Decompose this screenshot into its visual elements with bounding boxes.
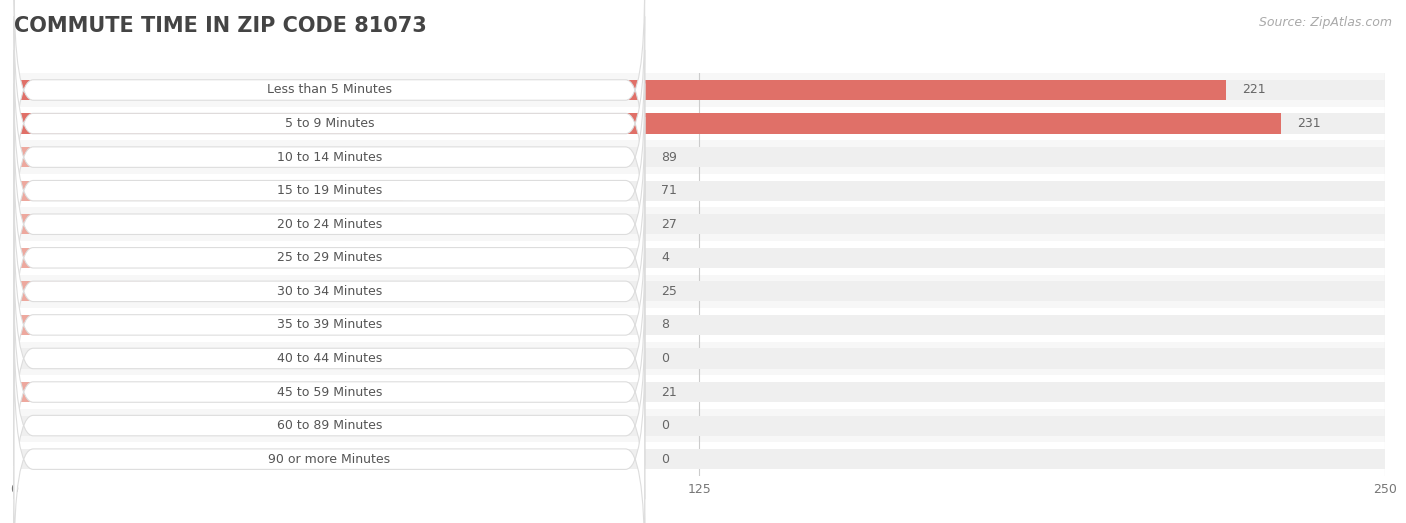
FancyBboxPatch shape xyxy=(14,352,645,523)
Bar xyxy=(14,80,1385,100)
Bar xyxy=(14,315,1385,335)
Text: 15 to 19 Minutes: 15 to 19 Minutes xyxy=(277,184,382,197)
Bar xyxy=(14,113,1385,134)
Text: 90 or more Minutes: 90 or more Minutes xyxy=(269,452,391,465)
Bar xyxy=(14,248,1385,268)
Text: 71: 71 xyxy=(661,184,676,197)
Bar xyxy=(14,281,1385,301)
Text: 0: 0 xyxy=(661,452,669,465)
FancyBboxPatch shape xyxy=(14,151,645,365)
Bar xyxy=(14,248,37,268)
Bar xyxy=(14,147,502,167)
Bar xyxy=(14,342,1385,376)
Bar xyxy=(14,382,129,402)
Text: 45 to 59 Minutes: 45 to 59 Minutes xyxy=(277,385,382,399)
Bar xyxy=(14,113,1281,134)
FancyBboxPatch shape xyxy=(14,117,645,332)
Bar xyxy=(14,80,1226,100)
Text: 27: 27 xyxy=(661,218,676,231)
Bar xyxy=(14,73,1385,107)
Bar xyxy=(14,214,1385,234)
Text: 40 to 44 Minutes: 40 to 44 Minutes xyxy=(277,352,382,365)
Bar xyxy=(14,308,1385,342)
Bar xyxy=(14,208,1385,241)
Bar xyxy=(14,409,1385,442)
Bar xyxy=(14,107,1385,140)
FancyBboxPatch shape xyxy=(14,218,645,432)
Bar xyxy=(14,275,1385,308)
FancyBboxPatch shape xyxy=(14,50,645,264)
Bar xyxy=(14,442,1385,476)
Bar xyxy=(14,376,1385,409)
Text: Source: ZipAtlas.com: Source: ZipAtlas.com xyxy=(1258,16,1392,29)
Text: 89: 89 xyxy=(661,151,676,164)
Text: 20 to 24 Minutes: 20 to 24 Minutes xyxy=(277,218,382,231)
Text: 5 to 9 Minutes: 5 to 9 Minutes xyxy=(284,117,374,130)
Bar xyxy=(14,241,1385,275)
Text: 4: 4 xyxy=(661,251,669,264)
Text: 30 to 34 Minutes: 30 to 34 Minutes xyxy=(277,285,382,298)
Bar xyxy=(14,348,1385,369)
Text: Less than 5 Minutes: Less than 5 Minutes xyxy=(267,84,392,97)
FancyBboxPatch shape xyxy=(14,0,645,197)
FancyBboxPatch shape xyxy=(14,84,645,298)
FancyBboxPatch shape xyxy=(14,16,645,231)
Bar xyxy=(14,315,58,335)
Bar xyxy=(14,180,1385,201)
Bar xyxy=(14,415,1385,436)
Text: 60 to 89 Minutes: 60 to 89 Minutes xyxy=(277,419,382,432)
Text: 0: 0 xyxy=(661,419,669,432)
Bar xyxy=(14,140,1385,174)
Bar xyxy=(14,382,1385,402)
Text: 8: 8 xyxy=(661,319,669,332)
Text: 35 to 39 Minutes: 35 to 39 Minutes xyxy=(277,319,382,332)
Text: 25: 25 xyxy=(661,285,676,298)
FancyBboxPatch shape xyxy=(14,319,645,523)
Text: 231: 231 xyxy=(1298,117,1320,130)
Text: 10 to 14 Minutes: 10 to 14 Minutes xyxy=(277,151,382,164)
Text: COMMUTE TIME IN ZIP CODE 81073: COMMUTE TIME IN ZIP CODE 81073 xyxy=(14,16,427,36)
FancyBboxPatch shape xyxy=(14,184,645,399)
Text: 0: 0 xyxy=(661,352,669,365)
Bar xyxy=(14,147,1385,167)
Text: 25 to 29 Minutes: 25 to 29 Minutes xyxy=(277,251,382,264)
Bar xyxy=(14,174,1385,208)
FancyBboxPatch shape xyxy=(14,285,645,499)
Bar xyxy=(14,281,152,301)
Bar xyxy=(14,449,1385,469)
Bar xyxy=(14,180,404,201)
FancyBboxPatch shape xyxy=(14,251,645,465)
Text: 21: 21 xyxy=(661,385,676,399)
Text: 221: 221 xyxy=(1243,84,1265,97)
Bar xyxy=(14,214,162,234)
